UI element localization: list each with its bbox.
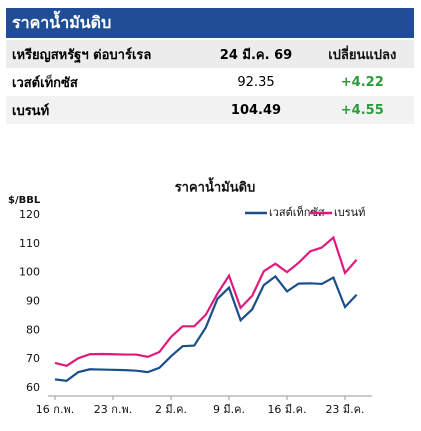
price-table: เหรียญสหรัฐฯ ต่อบาร์เรล 24 มี.ค. 69 เปลี…	[6, 40, 414, 124]
cell: +4.22	[340, 74, 384, 90]
series-line	[54, 235, 358, 367]
cell: เบรนท์	[6, 96, 202, 124]
chart: ราคาน้ำมันดิบ $/BBL 60 70 80 90 100 110 120 16 …	[8, 177, 372, 416]
table-row: เบรนท์ 104.49 +4.55	[6, 96, 414, 124]
x-tick-label: 16 ก.พ.	[36, 403, 74, 416]
legend-label: เบรนท์	[334, 206, 365, 219]
x-tick-label: 9 มี.ค.	[213, 403, 245, 416]
y-tick-label: 60	[26, 381, 40, 394]
y-tick-label: 70	[26, 352, 40, 365]
column-header: เหรียญสหรัฐฯ ต่อบาร์เรล	[6, 40, 202, 68]
y-axis-label: $/BBL	[8, 195, 41, 206]
column-header: เปลี่ยนแปลง	[310, 40, 414, 68]
legend-label: เวสต์เท็กซัส	[269, 205, 325, 219]
x-tick-label: 2 มี.ค.	[155, 403, 187, 416]
y-tick-label: 120	[19, 208, 40, 221]
y-tick-label: 80	[26, 323, 40, 336]
y-tick-label: 90	[26, 295, 40, 308]
table-header: เหรียญสหรัฐฯ ต่อบาร์เรล 24 มี.ค. 69 เปลี…	[6, 40, 414, 68]
cell: เวสต์เท็กซัส	[12, 75, 78, 91]
x-tick-label: 16 มี.ค.	[267, 403, 306, 416]
chart-title: ราคาน้ำมันดิบ	[175, 177, 256, 196]
y-tick-label: 100	[19, 266, 40, 279]
cell: +4.55	[310, 96, 414, 124]
header-title: ราคาน้ำมันดิบ	[6, 8, 414, 38]
x-tick-label: 23 มี.ค.	[325, 403, 364, 416]
table-row: เวสต์เท็กซัส 92.35 +4.22	[6, 68, 414, 96]
cell: 104.49	[201, 96, 311, 124]
y-tick-label: 110	[19, 237, 40, 250]
column-header: 24 มี.ค. 69	[201, 40, 311, 68]
series-line	[54, 274, 358, 382]
cell: 92.35	[237, 74, 275, 90]
x-tick-label: 23 ก.พ.	[94, 403, 132, 416]
